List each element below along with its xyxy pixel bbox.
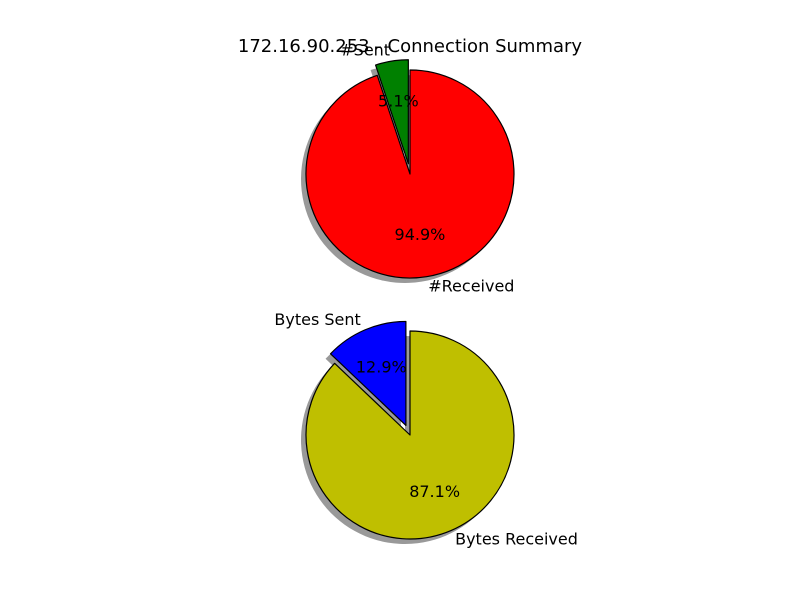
slice-percent-sent: 5.1% [378, 92, 419, 111]
pie-slice-received [305, 69, 515, 279]
slice-label-bytes-sent: Bytes Sent [274, 310, 360, 329]
pie-slice-sent [374, 59, 409, 165]
slice-label-sent: #Sent [340, 40, 390, 59]
slice-percent-bytes-sent: 12.9% [356, 358, 407, 377]
pie-slice-bytes-received [305, 330, 515, 540]
pie-slice-bytes-sent [329, 320, 407, 427]
pie-chart-connections: #Sent 5.1% #Received 94.9% [301, 40, 515, 295]
slice-percent-bytes-received: 87.1% [409, 482, 460, 501]
pie-chart-bytes: Bytes Sent 12.9% Bytes Received 87.1% [274, 310, 577, 549]
slice-label-received: #Received [428, 276, 514, 295]
chart-title: 172.16.90.253 - Connection Summary [238, 36, 583, 57]
slice-label-bytes-received: Bytes Received [455, 530, 578, 549]
slice-percent-received: 94.9% [395, 225, 446, 244]
